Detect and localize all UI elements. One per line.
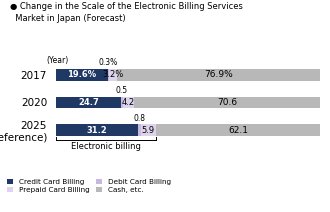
Text: 31.2: 31.2 [87,126,108,135]
Bar [121,97,123,108]
Bar [109,69,117,81]
Bar [56,97,121,108]
Bar [108,69,109,81]
Bar [139,124,141,136]
Text: 0.8: 0.8 [134,114,146,123]
Bar [56,69,108,81]
Bar [156,124,320,136]
Text: 19.6%: 19.6% [67,70,97,79]
Bar [141,124,156,136]
Text: Electronic billing: Electronic billing [71,142,141,151]
Text: 3.2%: 3.2% [102,70,123,79]
Text: 70.6: 70.6 [217,98,237,107]
Text: 4.2: 4.2 [122,98,135,107]
Text: 24.7: 24.7 [78,98,99,107]
Bar [123,97,134,108]
Bar [134,97,320,108]
Text: 62.1: 62.1 [228,126,248,135]
Bar [117,69,320,81]
Text: 5.9: 5.9 [142,126,155,135]
Legend: Credit Card Billing, Prepaid Card Billing, Debit Card Billing, Cash, etc.: Credit Card Billing, Prepaid Card Billin… [7,179,171,193]
Bar [56,124,139,136]
Text: ● Change in the Scale of the Electronic Billing Services
  Market in Japan (Fore: ● Change in the Scale of the Electronic … [10,2,243,23]
Text: (Year): (Year) [47,56,69,65]
Text: 76.9%: 76.9% [204,70,233,79]
Text: 0.5: 0.5 [116,86,128,95]
Text: 0.3%: 0.3% [99,59,118,67]
